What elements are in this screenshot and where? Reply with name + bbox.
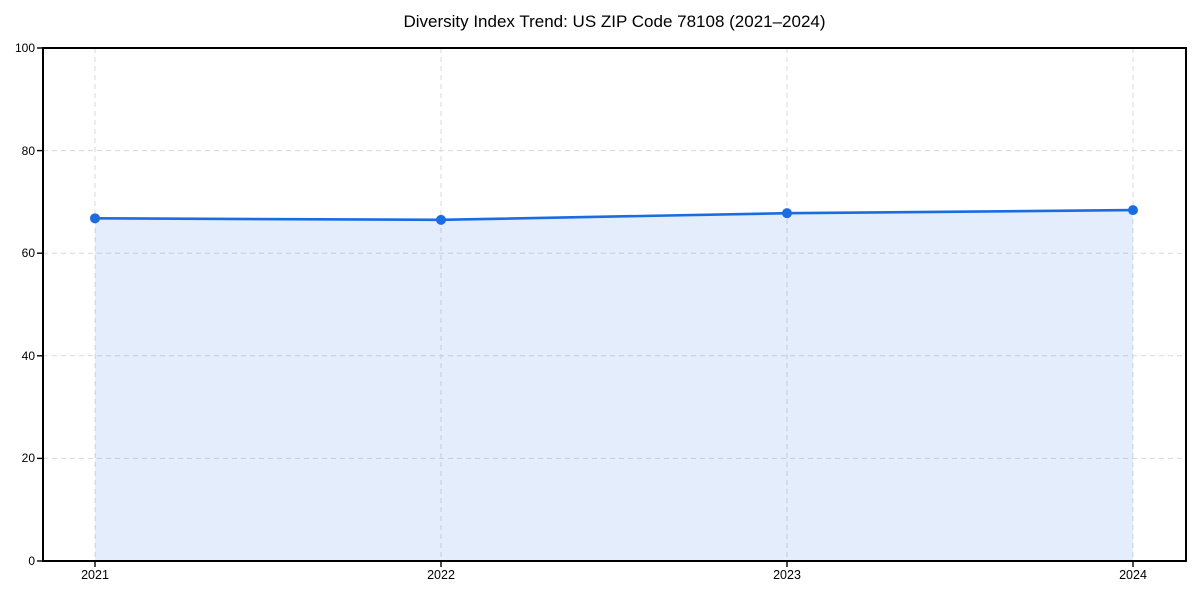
y-axis-tick-label: 60 [21, 246, 35, 261]
x-axis-tick-label: 2022 [427, 568, 455, 582]
data-point [782, 208, 792, 219]
x-axis-tick-label: 2021 [81, 568, 109, 582]
data-point [90, 213, 100, 224]
area-fill [95, 210, 1133, 561]
y-axis-tick-label: 100 [14, 41, 35, 55]
plot-border [42, 47, 1187, 562]
data-point [436, 214, 446, 225]
y-axis-tick-label: 40 [21, 348, 35, 363]
trend-line [93, 208, 1135, 222]
x-axis-tick-label: 2024 [1119, 568, 1147, 582]
x-axis-tick-label: 2023 [773, 568, 801, 582]
chart-title: Diversity Index Trend: US ZIP Code 78108… [403, 12, 826, 31]
data-point [1128, 205, 1138, 216]
plot-area [37, 47, 1187, 567]
y-axis-tick-label: 20 [21, 451, 35, 466]
y-axis-tick-label: 0 [28, 554, 35, 568]
y-axis-tick-label: 80 [21, 143, 35, 158]
